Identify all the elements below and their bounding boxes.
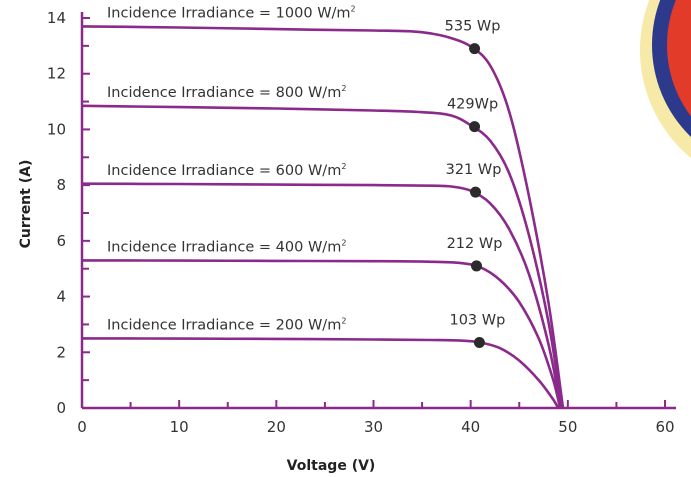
markers: [469, 43, 485, 349]
x-tick-label: 60: [655, 418, 674, 436]
corner-logo: [640, 0, 691, 159]
x-tick-label: 20: [267, 418, 286, 436]
x-tick-label: 40: [461, 418, 480, 436]
x-tick-label: 0: [77, 418, 87, 436]
iv-curve-line: [81, 104, 564, 409]
mpp-marker: [469, 121, 481, 133]
y-tick-label: 12: [47, 65, 66, 83]
iv-curve-line: [81, 182, 563, 409]
irradiance-label: Incidence Irradiance = 400 W/m2: [107, 238, 346, 255]
irradiance-superscript: 2: [341, 162, 346, 171]
irradiance-superscript: 2: [341, 238, 346, 247]
y-tick-label: 4: [56, 288, 66, 306]
irradiance-label: Incidence Irradiance = 600 W/m2: [107, 162, 346, 179]
y-tick-label: 0: [56, 399, 66, 417]
irradiance-label: Incidence Irradiance = 800 W/m2: [107, 84, 346, 101]
power-label: 429Wp: [447, 97, 498, 113]
x-tick-label: 30: [364, 418, 383, 436]
x-axis-title: Voltage (V): [287, 458, 376, 474]
axes: 0 2 4 6 8 10 12 14 0 10 20 30 40 50 60: [47, 9, 676, 436]
y-tick-label: 8: [56, 176, 66, 194]
mpp-marker: [473, 337, 485, 349]
y-tick-label: 14: [47, 9, 66, 27]
power-label: 103 Wp: [449, 313, 505, 329]
iv-curve-line: [81, 337, 560, 409]
mpp-marker: [470, 260, 482, 272]
mpp-marker: [470, 186, 482, 198]
power-label: 321 Wp: [446, 162, 502, 178]
irradiance-superscript: 2: [341, 316, 346, 325]
y-axis-title: Current (A): [18, 160, 34, 249]
mpp-marker: [469, 43, 481, 55]
iv-curve-line: [81, 259, 562, 409]
irradiance-superscript: 2: [351, 4, 356, 13]
curve-labels: Incidence Irradiance = 1000 W/m2 535 Wp In…: [107, 4, 505, 333]
curves: [81, 25, 565, 409]
power-label: 212 Wp: [447, 236, 503, 252]
iv-curve-line: [81, 25, 565, 409]
power-label: 535 Wp: [445, 19, 501, 35]
y-tick-label: 10: [47, 120, 66, 138]
x-tick-label: 10: [170, 418, 189, 436]
irradiance-label: Incidence Irradiance = 1000 W/m2: [107, 4, 356, 21]
irradiance-label: Incidence Irradiance = 200 W/m2: [107, 316, 346, 333]
irradiance-superscript: 2: [341, 84, 346, 93]
y-tick-label: 2: [56, 343, 66, 361]
x-tick-label: 50: [558, 418, 577, 436]
y-tick-label: 6: [56, 232, 66, 250]
